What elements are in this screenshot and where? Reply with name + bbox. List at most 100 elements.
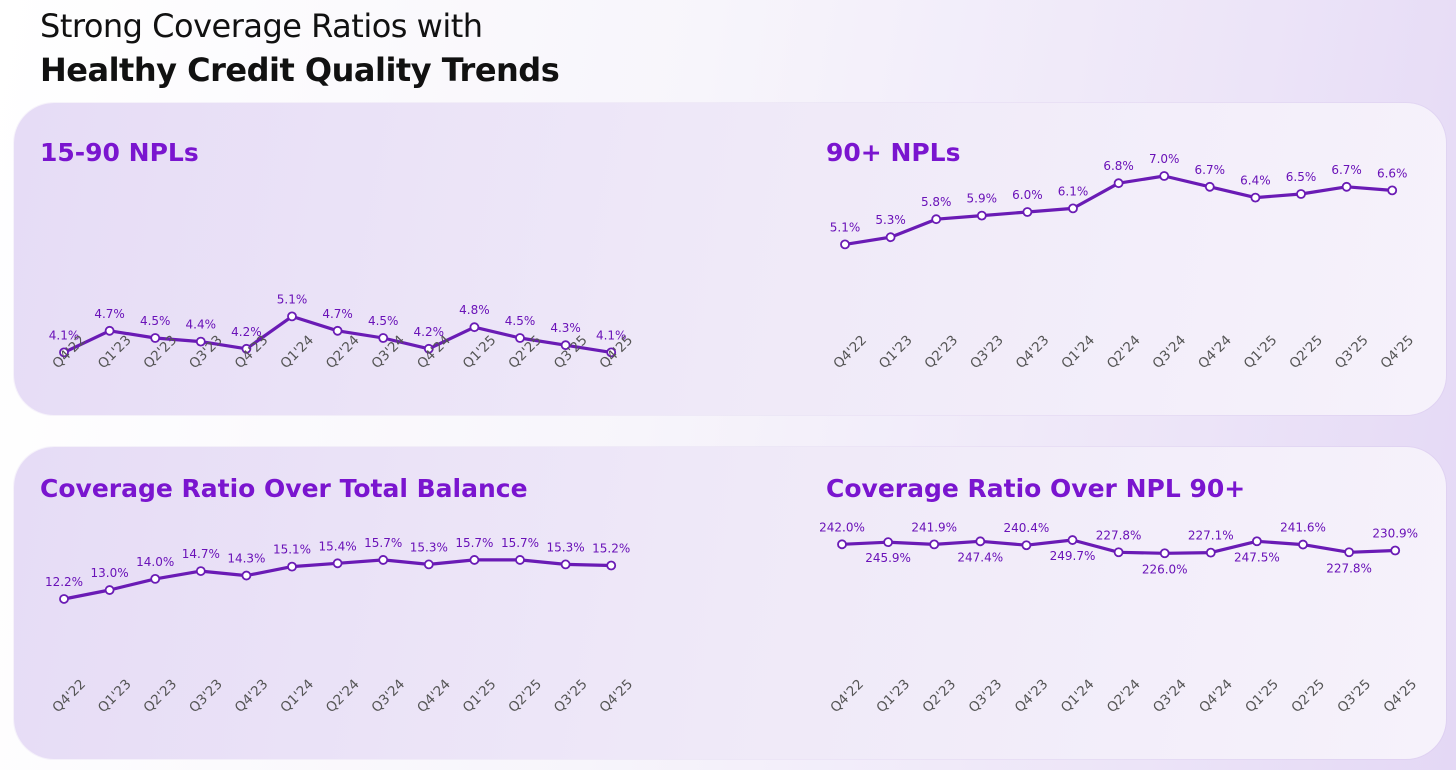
data-label: 4.7% <box>322 307 353 321</box>
data-label: 230.9% <box>1372 527 1418 541</box>
x-tick-label: Q1'24 <box>1058 676 1098 716</box>
data-point <box>287 561 297 572</box>
chart-2: 90+ NPLs 5.1% Q4'22 5.3% Q1'23 5.8% Q2'23 5.9% Q… <box>826 138 1417 372</box>
data-point <box>469 322 480 333</box>
x-tick-label: Q4'25 <box>597 676 637 716</box>
x-tick-label: Q2'25 <box>505 676 545 716</box>
chart-title: 15-90 NPLs <box>40 138 199 167</box>
x-tick-label: Q2'24 <box>1104 676 1144 716</box>
data-point <box>1068 203 1078 214</box>
x-tick-label: Q2'24 <box>323 676 363 716</box>
x-tick-label: Q4'23 <box>1012 676 1052 716</box>
data-label: 15.1% <box>273 543 311 557</box>
x-tick-label: Q3'23 <box>966 676 1006 716</box>
x-tick-label: Q4'22 <box>49 676 89 716</box>
data-label: 14.3% <box>227 552 265 566</box>
data-label: 6.4% <box>1240 174 1271 188</box>
x-tick-label: Q2'25 <box>1286 332 1326 372</box>
data-label: 15.4% <box>319 539 357 553</box>
data-label: 4.5% <box>368 314 399 328</box>
data-point <box>150 574 161 584</box>
chart-title: Coverage Ratio Over Total Balance <box>40 474 528 503</box>
x-tick-label: Q3'23 <box>186 332 226 372</box>
data-point <box>423 559 434 570</box>
data-label: 4.5% <box>505 314 536 328</box>
data-point <box>469 555 480 565</box>
data-point <box>1113 178 1124 189</box>
data-label: 6.1% <box>1058 184 1089 198</box>
data-label: 12.2% <box>45 575 83 589</box>
data-label: 226.0% <box>1142 562 1188 576</box>
data-label: 14.7% <box>182 547 220 561</box>
x-tick-label: Q3'25 <box>551 676 591 716</box>
data-point <box>976 210 987 221</box>
data-point <box>195 566 206 576</box>
x-tick-label: Q3'25 <box>551 332 591 372</box>
x-tick-label: Q1'23 <box>95 676 135 716</box>
x-tick-label: Q4'23 <box>232 676 272 716</box>
x-tick-label: Q4'24 <box>1195 332 1235 372</box>
x-tick-label: Q3'23 <box>967 332 1007 372</box>
data-point <box>1022 207 1033 217</box>
x-tick-label: Q4'23 <box>1013 332 1053 372</box>
data-label: 4.2% <box>414 325 445 339</box>
data-label: 4.7% <box>94 307 125 321</box>
data-point <box>1387 185 1398 196</box>
x-tick-label: Q1'23 <box>876 332 916 372</box>
data-point <box>378 333 389 343</box>
data-point <box>837 539 847 550</box>
data-point <box>606 347 617 358</box>
x-tick-label: Q4'25 <box>1378 332 1418 372</box>
data-label: 7.0% <box>1149 152 1180 166</box>
data-point <box>1021 540 1032 551</box>
data-point <box>975 536 986 547</box>
data-label: 245.9% <box>865 551 911 565</box>
data-label: 15.7% <box>364 536 402 550</box>
data-point <box>241 343 252 354</box>
top-panel <box>14 103 1446 415</box>
data-label: 13.0% <box>91 566 129 580</box>
page-title: Strong Coverage Ratios with Healthy Cred… <box>40 4 560 92</box>
data-label: 4.3% <box>550 321 581 335</box>
data-label: 14.0% <box>136 555 174 569</box>
x-tick-label: Q3'24 <box>1150 676 1190 716</box>
x-tick-label: Q3'25 <box>1332 332 1372 372</box>
data-point <box>59 347 69 358</box>
x-tick-label: Q2'23 <box>922 332 962 372</box>
x-tick-label: Q3'24 <box>1150 332 1190 372</box>
data-label: 15.3% <box>410 540 448 554</box>
data-point <box>332 325 343 336</box>
data-point <box>1113 547 1124 558</box>
data-point <box>1159 171 1170 181</box>
data-point <box>1204 181 1215 192</box>
data-label: 227.8% <box>1326 561 1372 575</box>
x-tick-label: Q1'23 <box>95 332 135 372</box>
data-point <box>931 214 942 225</box>
x-tick-label: Q1'25 <box>460 332 500 372</box>
data-point <box>885 232 896 243</box>
data-label: 6.0% <box>1012 188 1043 202</box>
data-point <box>1250 192 1261 203</box>
data-label: 4.1% <box>596 328 627 342</box>
x-tick-label: Q4'22 <box>827 676 867 716</box>
data-label: 247.4% <box>957 550 1003 564</box>
x-tick-label: Q3'25 <box>1334 676 1374 716</box>
data-point <box>560 559 571 570</box>
data-label: 242.0% <box>819 520 865 534</box>
x-tick-label: Q2'23 <box>141 676 181 716</box>
data-point <box>560 340 571 351</box>
x-tick-label: Q1'23 <box>873 676 913 716</box>
x-tick-label: Q2'25 <box>1288 676 1328 716</box>
x-tick-label: Q1'24 <box>277 332 317 372</box>
data-label: 6.7% <box>1195 163 1226 177</box>
data-point <box>1159 548 1170 559</box>
data-point <box>1205 547 1216 558</box>
chart-title: 90+ NPLs <box>826 138 961 167</box>
data-point <box>332 558 343 569</box>
page-title-line-1: Strong Coverage Ratios with <box>40 7 483 45</box>
x-tick-label: Q2'24 <box>1104 332 1144 372</box>
data-point <box>1252 536 1262 547</box>
data-label: 6.6% <box>1377 166 1408 180</box>
chart-4: Coverage Ratio Over NPL 90+ 242.0% Q4'22 24… <box>819 474 1420 716</box>
